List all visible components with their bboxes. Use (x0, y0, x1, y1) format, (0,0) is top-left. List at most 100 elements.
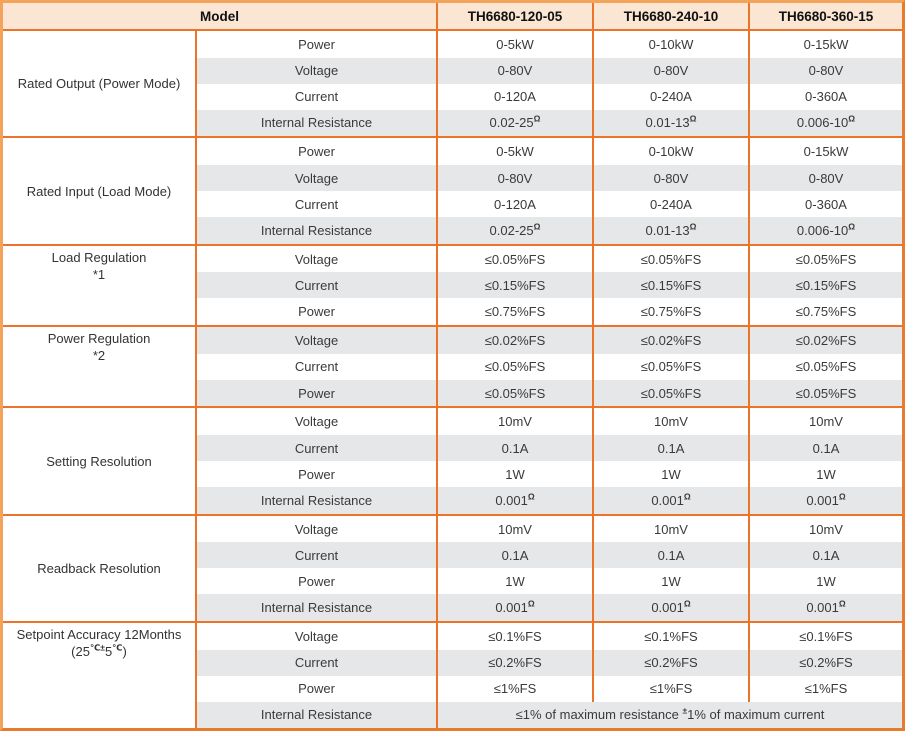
param-cell: Current (195, 191, 437, 217)
value-cell: 0.01-13Ω (592, 109, 749, 138)
value-cell: ≤0.15%FS (592, 272, 749, 299)
value-cell: ≤0.1%FS (592, 621, 749, 650)
value-cell: 0.02-25Ω (436, 109, 593, 138)
group-label-line: Readback Resolution (37, 560, 161, 576)
value-cell: 1W (592, 568, 749, 595)
value-cell: 0-80V (748, 165, 902, 192)
value-cell: ≤0.2%FS (592, 649, 749, 676)
group-label-cell: Rated Input (Load Mode) (3, 136, 196, 245)
value-cell: ≤0.2%FS (436, 649, 593, 676)
value-cell: ≤0.05%FS (748, 379, 902, 408)
table-row: Rated Input (Load Mode) Power 0-5kW 0-10kW 0… (3, 136, 902, 245)
table-row: Current ≤0.2%FS ≤0.2%FS ≤0.2%FS (3, 649, 902, 676)
param-cell: Voltage (195, 513, 437, 543)
value-cell: 1W (436, 461, 593, 488)
value-cell: 0-10kW (592, 136, 749, 166)
value-cell: 0-5kW (436, 136, 593, 166)
value-cell: 0-240A (592, 83, 749, 110)
value-cell: 10mV (592, 513, 749, 543)
group-label-line: (25℃±5℃) (71, 642, 127, 660)
value-cell: 10mV (748, 406, 902, 436)
table-row: Power 1W 1W 1W (3, 461, 902, 488)
group-label-line: Setting Resolution (46, 453, 152, 469)
group-label-line: Power Regulation (47, 331, 151, 347)
param-cell: Power (195, 461, 437, 488)
table-row: Current ≤0.15%FS ≤0.15%FS ≤0.15%FS (3, 272, 902, 299)
param-cell: Current (195, 542, 437, 569)
param-cell: Internal Resistance (195, 487, 437, 515)
value-cell: 0.1A (748, 435, 902, 462)
param-cell: Power (195, 136, 437, 166)
group-label-cell: Setting Resolution (3, 406, 196, 515)
table-row: Current ≤0.05%FS ≤0.05%FS ≤0.05%FS (3, 353, 902, 380)
value-cell: 0.001Ω (748, 487, 902, 515)
param-cell: Voltage (195, 621, 437, 650)
group-label-line: Rated Input (Load Mode) (26, 183, 172, 199)
table-row: Internal Resistance 0.02-25Ω 0.01-13Ω 0.006… (3, 109, 902, 138)
value-cell: 0-360A (748, 83, 902, 110)
spec-table: Model TH6680-120-05 TH6680-240-10 TH6680-3… (3, 3, 902, 728)
param-cell: Voltage (195, 325, 437, 354)
group-label-line: *2 (92, 348, 106, 364)
param-cell: Voltage (195, 165, 437, 192)
spec-table-body: Rated Output (Power Mode) Power 0-5kW 0-10k… (3, 28, 902, 728)
value-cell: 0-80V (436, 57, 593, 84)
group-label-cell: Load Regulation *1 (3, 243, 196, 327)
group-label-line: Rated Output (Power Mode) (17, 76, 181, 92)
param-cell: Power (195, 298, 437, 327)
table-row: Power ≤0.05%FS ≤0.05%FS ≤0.05%FS (3, 379, 902, 408)
table-row: Internal Resistance 0.001Ω 0.001Ω 0.001Ω (3, 594, 902, 623)
value-cell: ≤0.05%FS (436, 353, 593, 380)
table-row: Voltage 0-80V 0-80V 0-80V (3, 165, 902, 192)
value-cell: 0-5kW (436, 29, 593, 58)
value-cell: 0-120A (436, 191, 593, 217)
value-cell: ≤0.05%FS (592, 379, 749, 408)
table-row: Internal Resistance 0.001Ω 0.001Ω 0.001Ω (3, 487, 902, 515)
value-cell: ≤0.1%FS (436, 621, 593, 650)
value-cell: 0.001Ω (436, 594, 593, 623)
value-cell: 1W (436, 568, 593, 595)
group-label-cell: Readback Resolution (3, 513, 196, 623)
value-cell: 0.1A (436, 435, 593, 462)
value-cell: ≤0.05%FS (436, 379, 593, 408)
table-row: Setting Resolution Voltage 10mV 10mV 10mV (3, 406, 902, 515)
header-row: Model TH6680-120-05 TH6680-240-10 TH6680-3… (3, 3, 902, 31)
param-cell: Power (195, 379, 437, 408)
value-cell: 0-120A (436, 83, 593, 110)
param-cell: Power (195, 675, 437, 702)
param-cell: Current (195, 353, 437, 380)
value-cell: ≤1%FS (436, 675, 593, 702)
model-column-header: TH6680-360-15 (748, 3, 902, 31)
value-cell: ≤0.15%FS (436, 272, 593, 299)
table-row: Power 1W 1W 1W (3, 568, 902, 595)
model-column-header: TH6680-240-10 (592, 3, 749, 31)
value-cell: ≤0.75%FS (436, 298, 593, 327)
value-cell: 0-240A (592, 191, 749, 217)
table-row: Rated Output (Power Mode) Power 0-5kW 0-10k… (3, 28, 902, 138)
value-cell: ≤0.2%FS (748, 649, 902, 676)
group-label-line: *1 (92, 266, 106, 282)
value-cell: 0.1A (436, 542, 593, 569)
value-cell: ≤0.05%FS (748, 353, 902, 380)
param-cell: Voltage (195, 57, 437, 84)
table-row: Setpoint Accuracy 12Months (25℃±5℃) Voltag… (3, 621, 902, 728)
value-cell: ≤0.1%FS (748, 621, 902, 650)
value-cell: 0-80V (592, 165, 749, 192)
value-cell: 0-15kW (748, 136, 902, 166)
group-label-cell: Setpoint Accuracy 12Months (25℃±5℃) (3, 621, 196, 728)
param-cell: Current (195, 649, 437, 676)
table-row: Current 0.1A 0.1A 0.1A (3, 435, 902, 462)
param-cell: Current (195, 83, 437, 110)
param-cell: Internal Resistance (195, 701, 437, 728)
value-cell: 0.001Ω (592, 594, 749, 623)
value-cell: 0-80V (748, 57, 902, 84)
value-cell: ≤1% of maximum resistance ±1% of maximum… (436, 701, 902, 728)
value-cell: 0-80V (592, 57, 749, 84)
value-cell: 1W (748, 568, 902, 595)
value-cell: 0-360A (748, 191, 902, 217)
value-cell: ≤0.02%FS (436, 325, 593, 354)
value-cell: ≤1%FS (748, 675, 902, 702)
table-row: Current 0-120A 0-240A 0-360A (3, 191, 902, 217)
value-cell: ≤0.05%FS (748, 243, 902, 273)
value-cell: 10mV (436, 513, 593, 543)
